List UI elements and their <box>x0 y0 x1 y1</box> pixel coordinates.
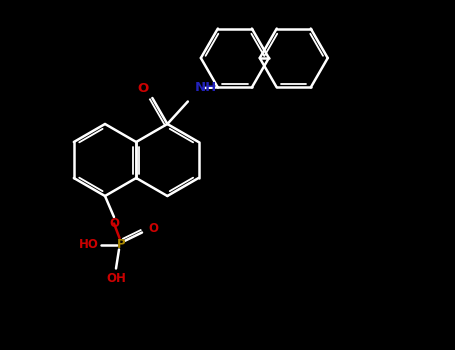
Text: O: O <box>137 82 148 95</box>
Text: P: P <box>116 238 125 251</box>
Text: OH: OH <box>106 273 126 286</box>
Text: O: O <box>109 217 119 230</box>
Text: NH: NH <box>195 81 217 94</box>
Text: HO: HO <box>79 238 99 251</box>
Text: O: O <box>148 222 158 235</box>
